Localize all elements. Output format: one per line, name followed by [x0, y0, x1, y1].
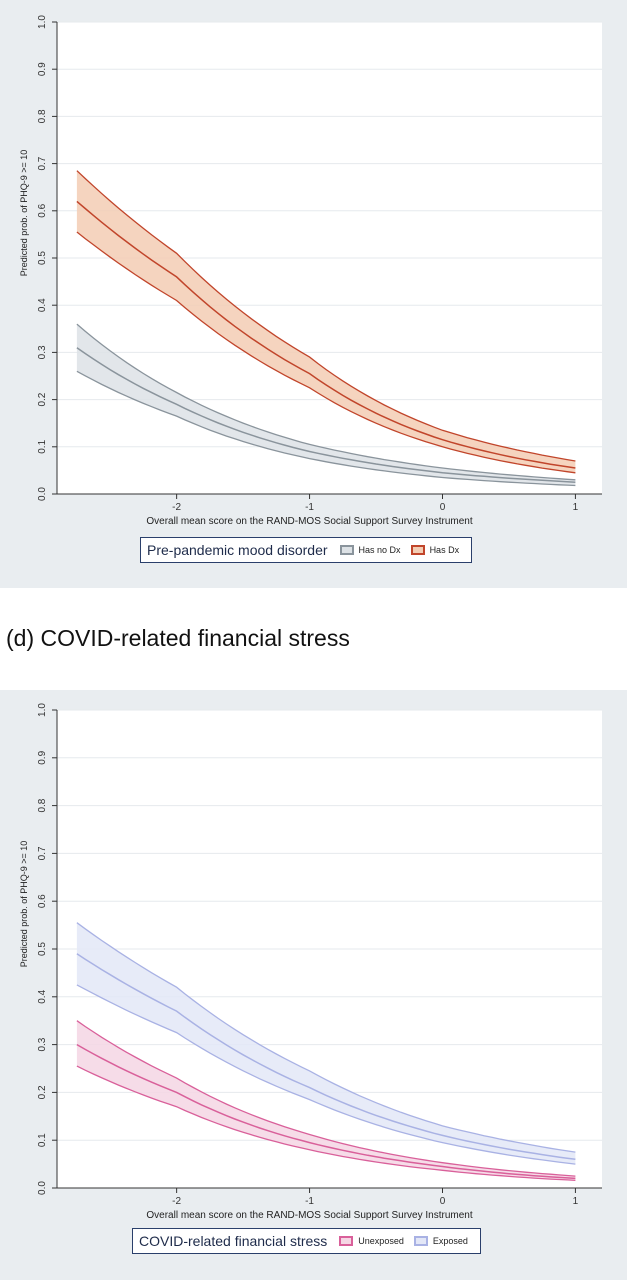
legend-swatch-has-dx: [410, 545, 425, 555]
line-has-no-dx: [76, 347, 576, 483]
y-tick-label: 0.7: [37, 846, 48, 860]
ci-upper-has-no-dx: [76, 323, 576, 481]
x-tick-label: 0: [440, 502, 446, 513]
x-tick-label: -2: [172, 502, 181, 513]
chart-mood-disorder: 0.0 0.1 0.2 0.3 0.4 0.5 0.6 0.7 0.8 0.9 1.0 -2 -1 0 1 O…: [19, 15, 602, 527]
legend-financial-stress: COVID-related financial stress Unexposed…: [132, 1228, 481, 1254]
legend-title: Pre-pandemic mood disorder: [147, 542, 328, 558]
ci-upper-unexposed: [76, 1020, 576, 1177]
line-exposed: [76, 953, 576, 1161]
chart-panel-mood-disorder: 0.0 0.1 0.2 0.3 0.4 0.5 0.6 0.7 0.8 0.9 1.0 -2 -1 0 1 O…: [0, 0, 627, 588]
y-tick-label: 0.6: [37, 894, 48, 908]
y-tick-label: 0.1: [37, 439, 48, 453]
legend-label: Unexposed: [358, 1236, 404, 1246]
y-tick-label: 0.0: [37, 487, 48, 501]
x-tick-label: 0: [440, 1196, 446, 1207]
x-axis-label: Overall mean score on the RAND-MOS Socia…: [146, 516, 472, 527]
ci-lower-unexposed: [76, 1065, 576, 1182]
legend-mood-disorder: Pre-pandemic mood disorder Has no Dx Has…: [140, 537, 473, 563]
x-axis-label: Overall mean score on the RAND-MOS Socia…: [146, 1210, 472, 1221]
legend-entry-unexposed: Unexposed: [339, 1236, 410, 1246]
y-axis-label: Predicted prob. of PHQ-9 >= 10: [19, 841, 29, 968]
ci-lower-has-no-dx: [76, 370, 576, 487]
y-tick-label: 0.8: [37, 109, 48, 123]
x-tick-label: -1: [305, 1196, 314, 1207]
y-tick-label: 0.5: [37, 942, 48, 956]
legend-label: Exposed: [432, 1236, 468, 1246]
y-tick-label: 0.9: [37, 62, 48, 76]
line-has-dx: [76, 200, 576, 469]
legend-entry-has-dx: Has Dx: [410, 545, 466, 555]
x-tick-label: -1: [305, 502, 314, 513]
legend-entry-has-no-dx: Has no Dx: [339, 545, 407, 555]
legend-label: Has no Dx: [358, 545, 401, 555]
ci-upper-exposed: [76, 922, 576, 1153]
ci-lower-exposed: [76, 984, 576, 1165]
y-tick-label: 0.1: [37, 1133, 48, 1147]
y-tick-label: 0.4: [37, 989, 48, 1003]
ci-upper-has-dx: [76, 170, 576, 462]
legend-label: Has Dx: [429, 545, 460, 555]
legend-title: COVID-related financial stress: [139, 1233, 328, 1249]
x-tick-label: -2: [172, 1196, 181, 1207]
y-tick-label: 0.2: [37, 392, 48, 406]
y-axis-label: Predicted prob. of PHQ-9 >= 10: [19, 150, 29, 277]
y-tick-label: 0.8: [37, 798, 48, 812]
legend-entry-exposed: Exposed: [413, 1236, 474, 1246]
y-tick-label: 0.0: [37, 1181, 48, 1195]
legend-swatch-has-no-dx: [339, 545, 354, 555]
legend-swatch-unexposed: [339, 1236, 354, 1246]
x-tick-label: 1: [573, 502, 579, 513]
legend-swatch-exposed: [413, 1236, 428, 1246]
y-tick-label: 0.7: [37, 156, 48, 170]
y-tick-label: 0.3: [37, 1037, 48, 1051]
y-tick-label: 0.9: [37, 750, 48, 764]
ci-band-unexposed: [76, 1020, 576, 1181]
y-tick-label: 1.0: [37, 15, 48, 29]
y-tick-label: 0.2: [37, 1085, 48, 1099]
y-tick-label: 1.0: [37, 703, 48, 717]
y-tick-label: 0.6: [37, 203, 48, 217]
y-tick-label: 0.5: [37, 251, 48, 265]
y-tick-label: 0.4: [37, 298, 48, 312]
chart-panel-financial-stress: 0.0 0.1 0.2 0.3 0.4 0.5 0.6 0.7 0.8 0.9 1.0 -2 -1 0 1 O…: [0, 690, 627, 1280]
x-tick-label: 1: [573, 1196, 579, 1207]
line-unexposed: [76, 1043, 576, 1180]
chart-financial-stress: 0.0 0.1 0.2 0.3 0.4 0.5 0.6 0.7 0.8 0.9 1.0 -2 -1 0 1 O…: [19, 703, 602, 1221]
y-tick-label: 0.3: [37, 345, 48, 359]
panel-heading: (d) COVID-related financial stress: [6, 625, 350, 651]
ci-lower-has-dx: [76, 231, 576, 474]
